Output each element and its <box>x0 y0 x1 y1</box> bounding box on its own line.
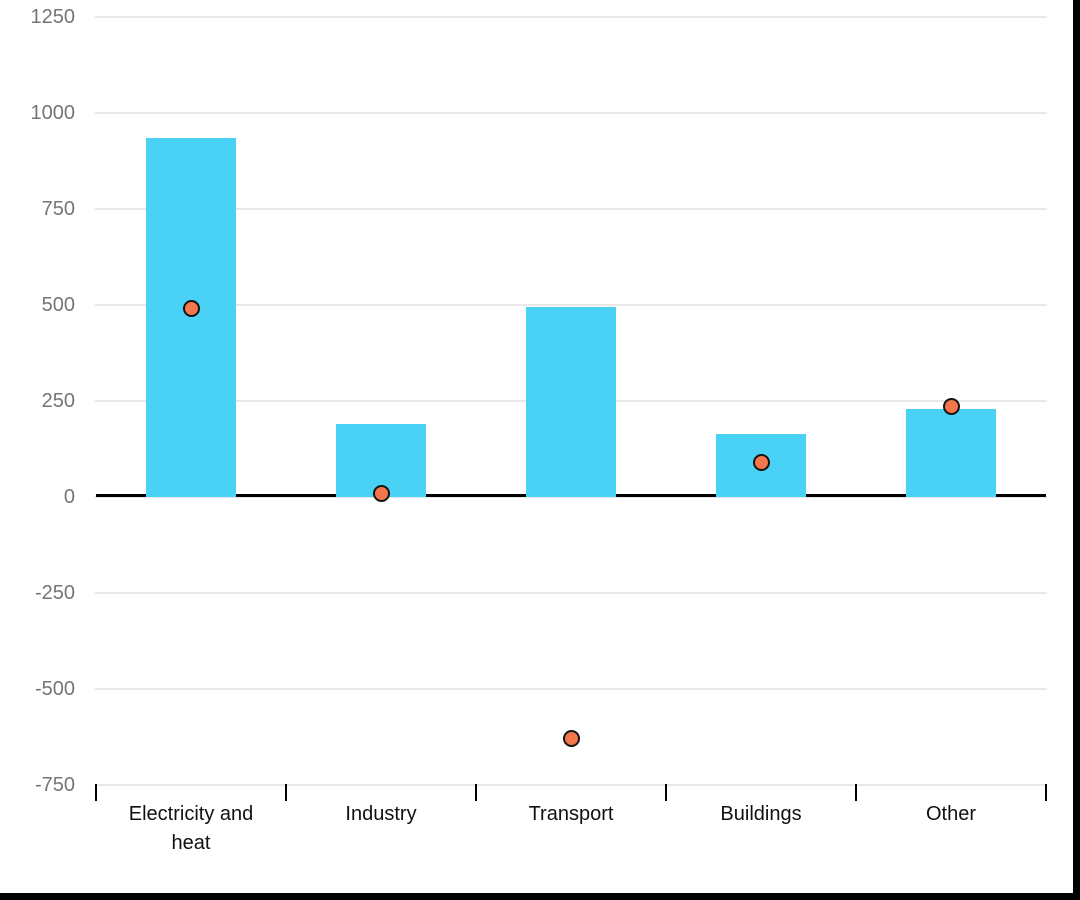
gridline--500 <box>95 688 1047 690</box>
y-axis-tick-label-750: 750 <box>41 198 75 220</box>
gridline-750 <box>95 208 1047 210</box>
x-axis-label-other: Other <box>925 803 977 825</box>
bar-electricity-and-heat <box>146 137 236 497</box>
bar-transport <box>526 306 616 497</box>
y-axis-tick-label-0: 0 <box>63 486 75 508</box>
x-axis-label-buildings: Buildings <box>720 803 802 825</box>
x-axis-label-transport: Transport <box>528 803 614 825</box>
gridline-1000 <box>95 112 1047 114</box>
x-axis-tick-2 <box>475 784 477 801</box>
y-axis-tick-label-500: 500 <box>41 294 75 316</box>
gridline-0 <box>95 496 1047 498</box>
bar-other <box>906 408 996 497</box>
gridline-500 <box>95 304 1047 306</box>
x-axis-label-industry: Industry <box>345 803 417 825</box>
gridline--250 <box>95 592 1047 594</box>
x-axis-tick-4 <box>855 784 857 801</box>
point-industry <box>372 484 390 502</box>
gridline-1250 <box>95 16 1047 18</box>
x-axis-tick-1 <box>285 784 287 801</box>
y-axis-tick-label--750: -750 <box>34 774 75 796</box>
y-axis-tick-label-1250: 1250 <box>30 6 76 28</box>
x-axis-tick-5 <box>1045 784 1047 801</box>
x-axis-label-electricity-and-heat: Electricity and heat <box>128 803 254 854</box>
y-axis-tick-label-250: 250 <box>41 390 75 412</box>
x-axis-tick-0 <box>95 784 97 801</box>
x-axis-tick-3 <box>665 784 667 801</box>
point-transport <box>562 730 580 748</box>
y-axis-tick-label-1000: 1000 <box>30 102 76 124</box>
y-axis-tick-label--500: -500 <box>34 678 75 700</box>
point-electricity-and-heat <box>182 300 200 318</box>
gridline--750 <box>95 784 1047 786</box>
y-axis-tick-label--250: -250 <box>34 582 75 604</box>
point-other <box>942 398 960 416</box>
point-buildings <box>752 453 770 471</box>
